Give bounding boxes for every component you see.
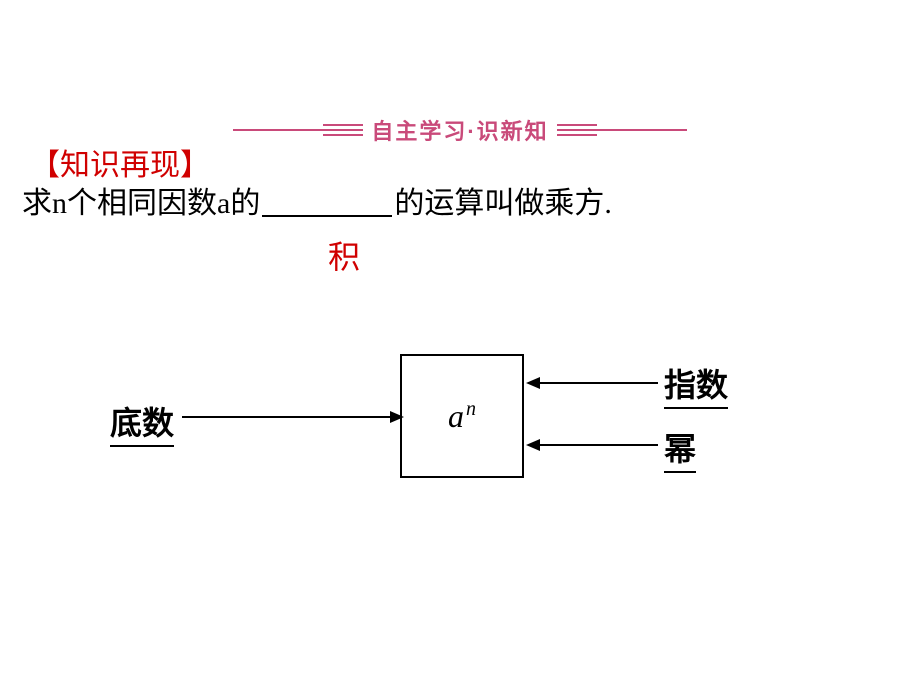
label-power: 幂	[664, 424, 696, 473]
blank-answer: 积	[328, 232, 360, 278]
power-base: a	[448, 398, 464, 434]
arrow-bottom-line	[538, 444, 658, 446]
header-title: 自主学习·识新知	[371, 114, 548, 146]
arrow-bottom-head	[526, 439, 540, 451]
arrow-top-head	[526, 377, 540, 389]
left-lines	[233, 124, 363, 136]
fill-blank-sentence: 求n个相同因数a的 的运算叫做乘方.	[22, 178, 612, 222]
label-base: 底数	[110, 398, 174, 447]
arrow-top-line	[538, 382, 658, 384]
power-expression: an	[448, 398, 476, 435]
power-diagram: 底数 an 指数 幂	[122, 330, 762, 530]
blank-line	[262, 189, 392, 217]
right-lines	[557, 124, 687, 136]
sentence-prefix: 求n个相同因数a的	[22, 178, 260, 222]
power-exponent: n	[466, 398, 476, 420]
power-box: an	[400, 354, 524, 478]
sentence-suffix: 的运算叫做乘方.	[394, 178, 612, 222]
arrow-left-line	[182, 416, 392, 418]
label-exponent: 指数	[664, 360, 728, 409]
